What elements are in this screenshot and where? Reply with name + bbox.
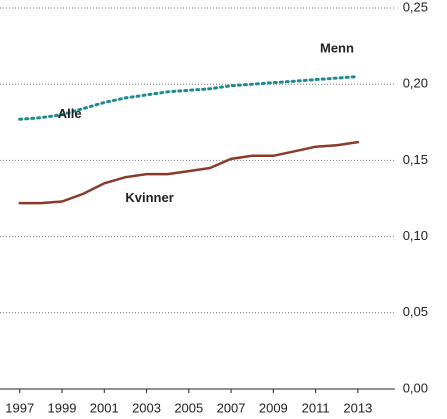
annotation: Menn bbox=[320, 40, 354, 55]
series-label: Alle bbox=[58, 106, 82, 121]
series-line bbox=[18, 140, 360, 205]
x-tick-label: 2011 bbox=[302, 400, 330, 415]
x-tick-label: 2005 bbox=[174, 400, 203, 415]
y-tick-label: 0,00 bbox=[403, 380, 428, 395]
x-tick-label: 1999 bbox=[48, 400, 77, 415]
x-tick-label: 2013 bbox=[343, 400, 372, 415]
x-tick-label: 1997 bbox=[5, 400, 34, 415]
x-tick-label: 2001 bbox=[90, 400, 119, 415]
y-tick-label: 0,25 bbox=[403, 0, 428, 14]
x-tick-label: 2003 bbox=[132, 400, 161, 415]
series-line bbox=[18, 75, 360, 121]
y-tick-label: 0,10 bbox=[403, 228, 428, 243]
y-tick-label: 0,05 bbox=[403, 304, 428, 319]
y-tick-label: 0,15 bbox=[403, 152, 428, 167]
y-tick-label: 0,20 bbox=[403, 76, 428, 91]
x-tick-label: 2009 bbox=[259, 400, 288, 415]
x-tick-label: 2007 bbox=[217, 400, 246, 415]
series-label: Kvinner bbox=[125, 190, 173, 205]
